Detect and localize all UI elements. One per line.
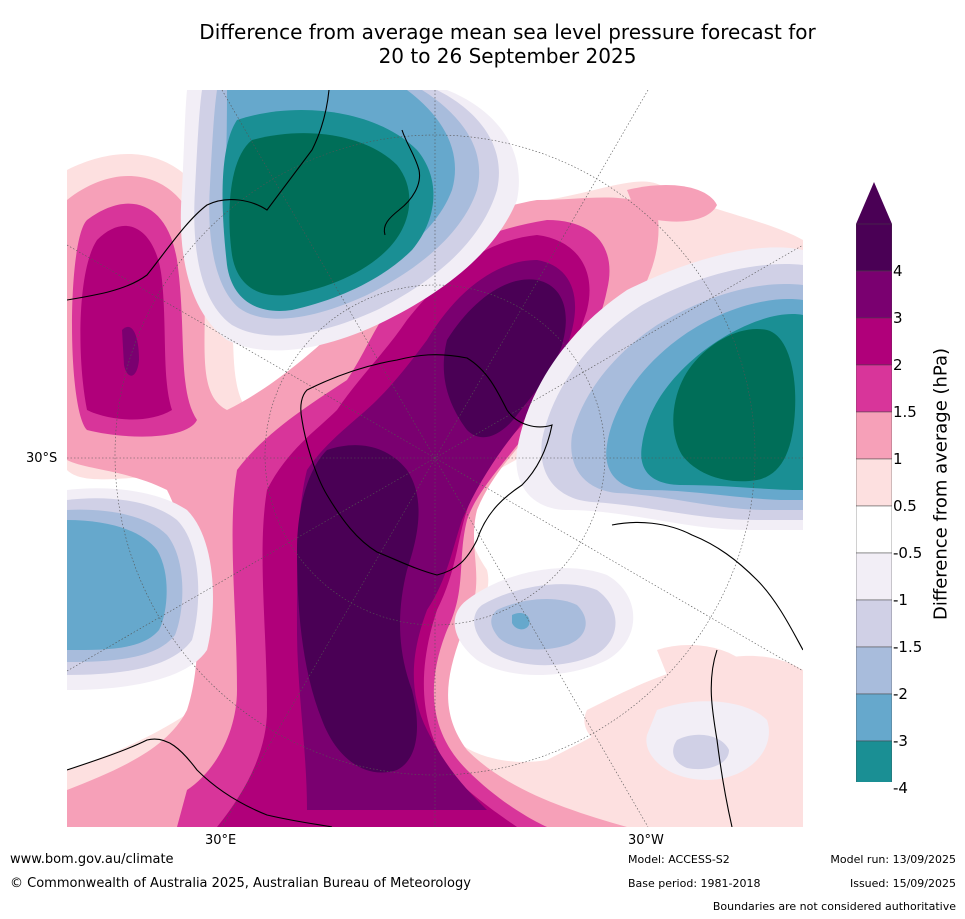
- lon-label-30w: 30°W: [628, 833, 664, 848]
- colorbar-tick-label: 1.5: [893, 403, 917, 421]
- colorbar-band: [856, 552, 892, 601]
- anomaly-negative-south-blobs: [454, 568, 769, 780]
- footer-website[interactable]: www.bom.gov.au/climate: [10, 852, 174, 867]
- colorbar-band: [856, 505, 892, 554]
- lon-label-30e: 30°E: [205, 833, 237, 848]
- title-line-1: Difference from average mean sea level p…: [199, 20, 816, 44]
- lat-label-30s: 30°S: [26, 451, 58, 466]
- colorbar-tick-label: 1: [893, 450, 903, 468]
- colorbar-tick-label: 4: [893, 262, 903, 280]
- colorbar-band: [856, 411, 892, 460]
- colorbar-label: Difference from average (hPa): [930, 347, 952, 621]
- colorbar-tick-label: -2: [893, 685, 908, 703]
- colorbar-extend-top: [856, 182, 892, 224]
- colorbar-band: [856, 740, 892, 782]
- colorbar-tick-label: -3: [893, 732, 908, 750]
- colorbar-band: [856, 599, 892, 648]
- graticule: [67, 90, 803, 827]
- anomaly-negative-west: [67, 488, 213, 690]
- colorbar-band: [856, 693, 892, 742]
- colorbar-tick-label: -1: [893, 591, 908, 609]
- anomaly-positive-darkest: [297, 279, 566, 773]
- colorbar-band: [856, 223, 892, 272]
- footer-model-run: Model run: 13/09/2025: [830, 853, 956, 866]
- coastlines: [67, 90, 803, 827]
- footer-issued: Issued: 15/09/2025: [849, 877, 956, 890]
- pressure-anomaly-map: [67, 90, 803, 827]
- colorbar-tick-label: 3: [893, 309, 903, 327]
- footer-copyright: © Commonwealth of Australia 2025, Austra…: [10, 876, 471, 891]
- colorbar-tick-label: 2: [893, 356, 903, 374]
- title-line-2: 20 to 26 September 2025: [378, 44, 637, 68]
- anomaly-negative-tasman: [180, 90, 519, 351]
- colorbar-band: [856, 364, 892, 413]
- colorbar-tick-label: 0.5: [893, 497, 917, 515]
- footer-base-period: Base period: 1981-2018: [628, 877, 761, 890]
- footer-model: Model: ACCESS-S2: [628, 853, 730, 866]
- anomaly-negative-east: [516, 247, 803, 531]
- colorbar-tick-label: -0.5: [893, 544, 923, 562]
- colorbar-tick-label: -1.5: [893, 638, 923, 656]
- colorbar-tick-label: -4: [893, 779, 908, 797]
- colorbar: [856, 182, 892, 782]
- footer-disclaimer: Boundaries are not considered authoritat…: [712, 900, 956, 913]
- map-title: Difference from average mean sea level p…: [60, 20, 955, 68]
- colorbar-band: [856, 317, 892, 366]
- colorbar-band: [856, 458, 892, 507]
- colorbar-band: [856, 646, 892, 695]
- colorbar-band: [856, 270, 892, 319]
